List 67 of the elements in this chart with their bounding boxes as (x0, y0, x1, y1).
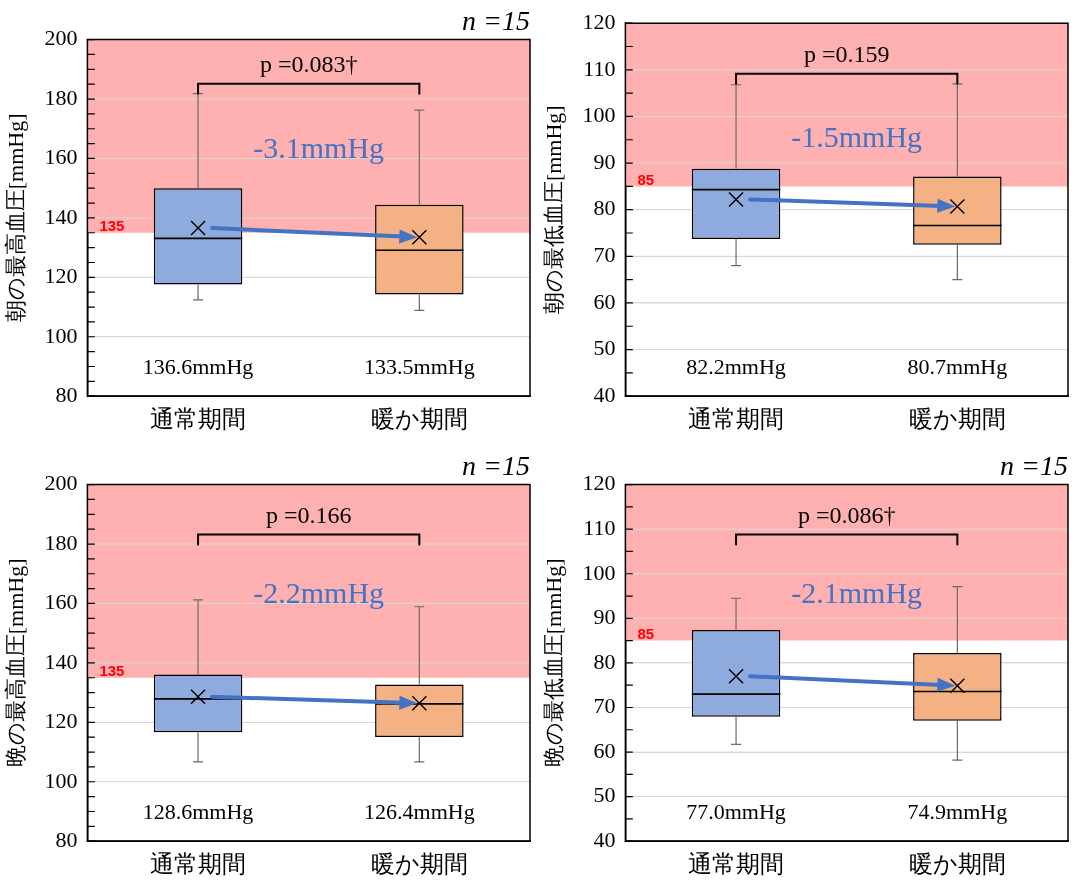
annotation: 77.0mmHg (686, 798, 786, 824)
y-tick-label: 100 (44, 767, 78, 793)
y-tick-label: 200 (44, 470, 78, 496)
band-label: 135 (99, 217, 125, 235)
x-tick-label: 暖か期間 (370, 405, 468, 432)
annotation: 133.5mmHg (364, 353, 475, 379)
y-tick-label: 160 (44, 589, 78, 615)
y-tick-label: 60 (593, 737, 616, 763)
y-axis-title: 朝の最高血圧[mmHg] (2, 113, 28, 323)
y-tick-label: 80 (55, 381, 78, 407)
y-tick-label: 90 (593, 604, 616, 630)
y-tick-label: 180 (44, 529, 78, 555)
annotation: 80.7mmHg (907, 353, 1008, 379)
annotation: 126.4mmHg (364, 798, 475, 824)
annotation: -2.1mmHg (791, 576, 923, 610)
y-tick-label: 180 (44, 84, 78, 110)
y-tick-label: 120 (44, 263, 78, 289)
y-tick-label: 140 (44, 203, 78, 229)
y-tick-label: 200 (44, 25, 78, 51)
y-tick-label: 120 (582, 8, 616, 34)
y-tick-label: 120 (582, 470, 616, 496)
y-tick-label: 80 (55, 826, 78, 852)
x-tick-label: 通常期間 (688, 850, 785, 877)
y-tick-label: 140 (44, 648, 78, 674)
annotation: -3.1mmHg (253, 131, 385, 165)
annotation: 136.6mmHg (142, 353, 254, 379)
x-tick-label: 暖か期間 (370, 850, 468, 877)
y-axis-title: 晩の最高血圧[mmHg] (2, 558, 28, 768)
annotation: p =0.086† (797, 501, 896, 528)
y-tick-label: 110 (583, 55, 616, 81)
annotation: p =0.166 (265, 501, 352, 528)
y-axis-title: 朝の最低血圧[mmHg] (540, 105, 566, 315)
chart-subtitle: n =15 (462, 450, 530, 482)
y-tick-label: 50 (593, 782, 616, 808)
y-tick-label: 70 (593, 242, 616, 268)
annotation: p =0.159 (803, 41, 890, 68)
annotation: -1.5mmHg (791, 119, 923, 153)
y-tick-label: 40 (593, 826, 616, 852)
band-label: 135 (99, 662, 125, 680)
annotation: 82.2mmHg (686, 353, 786, 379)
y-tick-label: 50 (593, 335, 616, 361)
y-tick-label: 100 (582, 102, 616, 128)
y-tick-label: 160 (44, 144, 78, 170)
y-tick-label: 60 (593, 288, 616, 314)
y-tick-label: 90 (593, 148, 616, 174)
x-tick-label: 通常期間 (150, 850, 247, 877)
y-tick-label: 80 (593, 195, 616, 221)
y-axis-title: 晩の最低血圧[mmHg] (540, 558, 566, 768)
chart-subtitle: n =15 (1000, 450, 1068, 482)
annotation: 74.9mmHg (907, 798, 1008, 824)
x-tick-label: 通常期間 (688, 405, 785, 432)
y-tick-label: 110 (583, 514, 616, 540)
annotation: -2.2mmHg (253, 576, 385, 610)
y-tick-label: 100 (44, 322, 78, 348)
x-tick-label: 暖か期間 (908, 405, 1006, 432)
chart-subtitle: n =15 (462, 5, 530, 37)
band-label: 85 (637, 625, 655, 643)
annotation: 128.6mmHg (142, 798, 254, 824)
y-tick-label: 80 (593, 648, 616, 674)
annotation: p =0.083† (259, 50, 358, 77)
y-tick-label: 70 (593, 693, 616, 719)
y-tick-label: 100 (582, 559, 616, 585)
y-tick-label: 120 (44, 708, 78, 734)
band-label: 85 (637, 171, 655, 189)
x-tick-label: 暖か期間 (908, 850, 1006, 877)
y-tick-label: 40 (593, 381, 616, 407)
x-tick-label: 通常期間 (150, 405, 247, 432)
